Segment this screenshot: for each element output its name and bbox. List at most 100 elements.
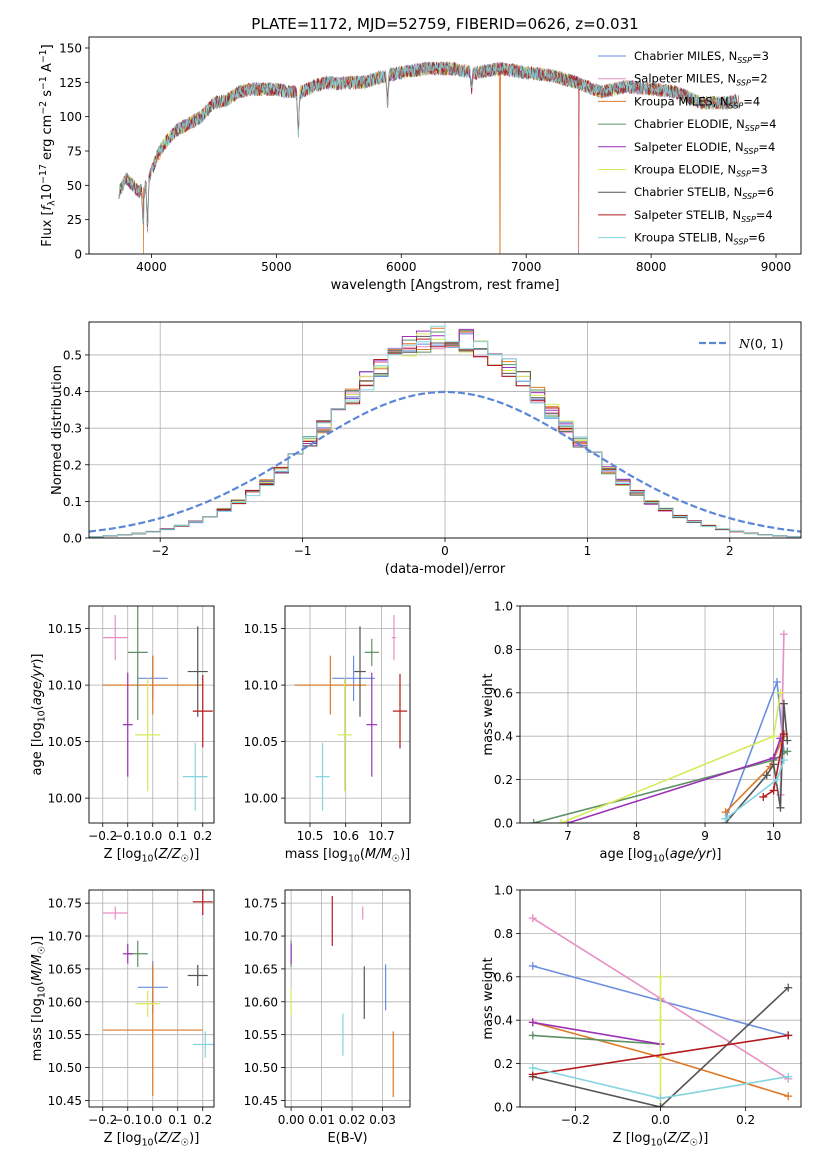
figure-title: PLATE=1172, MJD=52759, FIBERID=0626, z=0…	[251, 15, 638, 33]
plot-area	[89, 606, 214, 823]
legend-label-kroupa-miles: Kroupa MILES, NSSP=4	[634, 94, 760, 110]
y-tick-label: 1.0	[494, 600, 513, 614]
x-axis-label: mass [log10(M/M☉)]	[285, 847, 411, 865]
panel-mass-vs-z: −0.2−0.1 0.0 0.1 0.2 10.45 10.50 10.55 10.60 10.…	[30, 889, 215, 1149]
weight-line	[532, 1034, 661, 1045]
errorbar-salpeter-stelib	[192, 890, 213, 915]
residuals-legend: N(0, 1)	[699, 336, 784, 351]
y-tick-label: 10.45	[244, 1094, 278, 1108]
y-tick-label: 125	[59, 76, 82, 90]
y-tick-label: 0.6	[494, 686, 513, 700]
y-tick-label: 10.60	[48, 995, 82, 1009]
weight-series-chabrier-elodie	[529, 747, 792, 823]
axes-frame	[284, 605, 411, 824]
errorbar-salpeter-miles	[102, 615, 128, 661]
axes-frame	[88, 321, 802, 539]
y-tick-label: 0.2	[494, 1057, 513, 1071]
x-tick-label: 0.2	[193, 1113, 212, 1127]
x-tick-label: 5000	[261, 260, 292, 274]
panel-residuals: −2 −1 0 1 2 0.0 0.1 0.2 0.3 0.4 0.5 (data-model)/er…	[50, 321, 802, 577]
errorbar-chabrier-elodie	[364, 638, 379, 666]
x-tick-label: 0.01	[308, 1113, 335, 1127]
x-tick-label: −0.1	[113, 829, 142, 843]
x-tick-label: 0.1	[168, 829, 187, 843]
x-tick-label: −1	[294, 544, 312, 558]
y-tick-label: 1.0	[494, 884, 513, 898]
y-tick-label: 0.0	[63, 532, 82, 546]
plot-area	[285, 606, 410, 823]
errorbar-chabrier-miles	[332, 655, 375, 701]
errorbar-salpeter-stelib	[192, 674, 213, 748]
y-tick-label: 100	[59, 110, 82, 124]
errorbar-kroupa-elodie	[135, 678, 161, 792]
y-axis-label: mass weight	[481, 673, 496, 755]
errorbar-chabrier-stelib	[187, 626, 208, 717]
y-axis-label: Normed distribution	[50, 365, 65, 495]
y-tick-label: 0.1	[63, 495, 82, 509]
x-tick-label: −0.2	[561, 1113, 590, 1127]
errorbar-chabrier-stelib	[354, 626, 366, 717]
y-tick-label: 10.15	[48, 622, 82, 636]
y-axis-label: age [log10(age/yr)]	[30, 653, 48, 775]
histogram-kroupa-stelib	[89, 325, 801, 538]
errorbar-salpeter-stelib	[392, 673, 408, 749]
y-tick-label: 10.50	[244, 1061, 278, 1075]
panel-mass-vs-ebv: 0.00 0.01 0.02 0.03 10.45 10.50 10.55 10.60 10.6…	[244, 889, 411, 1146]
errorbar-chabrier-stelib	[187, 964, 208, 987]
y-tick-label: 10.55	[48, 1028, 82, 1042]
x-tick-label: 8000	[636, 260, 667, 274]
x-axis-label: (data-model)/error	[385, 562, 506, 577]
axes-frame	[519, 605, 802, 824]
x-tick-label: 0.0	[143, 1113, 162, 1127]
weight-series-salpeter-stelib	[528, 1031, 793, 1079]
y-tick-label: 0.4	[63, 385, 82, 399]
x-axis-label: Z [log10(Z/Z☉)]	[104, 847, 200, 865]
y-tick-label: 0.3	[63, 422, 82, 436]
weight-series-chabrier-stelib	[721, 699, 792, 823]
y-tick-label: 75	[67, 144, 82, 158]
weight-line	[560, 692, 782, 823]
axes-frame	[88, 36, 802, 255]
x-tick-label: 10.5	[297, 829, 324, 843]
x-axis-label: age [log10(age/yr)]	[599, 847, 721, 865]
x-tick-label: 6000	[386, 260, 417, 274]
weight-series-kroupa-stelib	[528, 1063, 793, 1103]
y-tick-label: 0.2	[494, 773, 513, 787]
y-tick-label: 10.05	[48, 735, 82, 749]
y-tick-label: 10.75	[244, 897, 278, 911]
x-tick-label: 0.00	[278, 1113, 305, 1127]
x-tick-label: 7000	[511, 260, 542, 274]
x-tick-label: 0.2	[736, 1113, 755, 1127]
errorbar-chabrier-elodie	[127, 606, 148, 721]
legend-label-kroupa-stelib: Kroupa STELIB, NSSP=6	[634, 231, 765, 247]
x-tick-label: 2	[726, 544, 734, 558]
errorbar-kroupa-stelib	[315, 742, 330, 811]
legend-label-salpeter-miles: Salpeter MILES, NSSP=2	[634, 72, 768, 88]
errorbar-kroupa-miles	[102, 964, 203, 1096]
y-tick-label: 0.4	[494, 1014, 513, 1028]
legend-label-chabrier-miles: Chabrier MILES, NSSP=3	[634, 49, 769, 65]
spectrum-legend: Chabrier MILES, NSSP=3 Salpeter MILES, NS…	[598, 49, 776, 247]
legend-label-chabrier-stelib: Chabrier STELIB, NSSP=6	[634, 185, 774, 201]
plot-area	[89, 890, 214, 1107]
panel-spectrum: 4000 5000 6000 7000 8000 9000 0 25 50 75 100 125 150…	[38, 36, 802, 293]
x-tick-label: 7	[564, 829, 572, 843]
y-tick-label: 10.50	[48, 1061, 82, 1075]
y-tick-label: 10.15	[244, 622, 278, 636]
y-tick-label: 50	[67, 179, 82, 193]
y-tick-label: 10.65	[244, 962, 278, 976]
reference-gaussian-line	[89, 390, 801, 533]
errorbar-kroupa-elodie	[135, 990, 161, 1017]
plot-area	[89, 322, 801, 538]
y-tick-label: 10.00	[48, 792, 82, 806]
weight-line	[724, 681, 785, 819]
y-tick-label: 0.4	[494, 730, 513, 744]
y-tick-label: 0	[74, 248, 82, 262]
y-tick-label: 10.70	[48, 930, 82, 944]
weight-series-kroupa-elodie	[557, 688, 785, 823]
plot-area	[520, 890, 801, 1107]
y-tick-label: 0.8	[494, 927, 513, 941]
y-tick-label: 10.60	[244, 995, 278, 1009]
x-tick-label: 9000	[761, 260, 792, 274]
y-tick-label: 0.8	[494, 643, 513, 657]
